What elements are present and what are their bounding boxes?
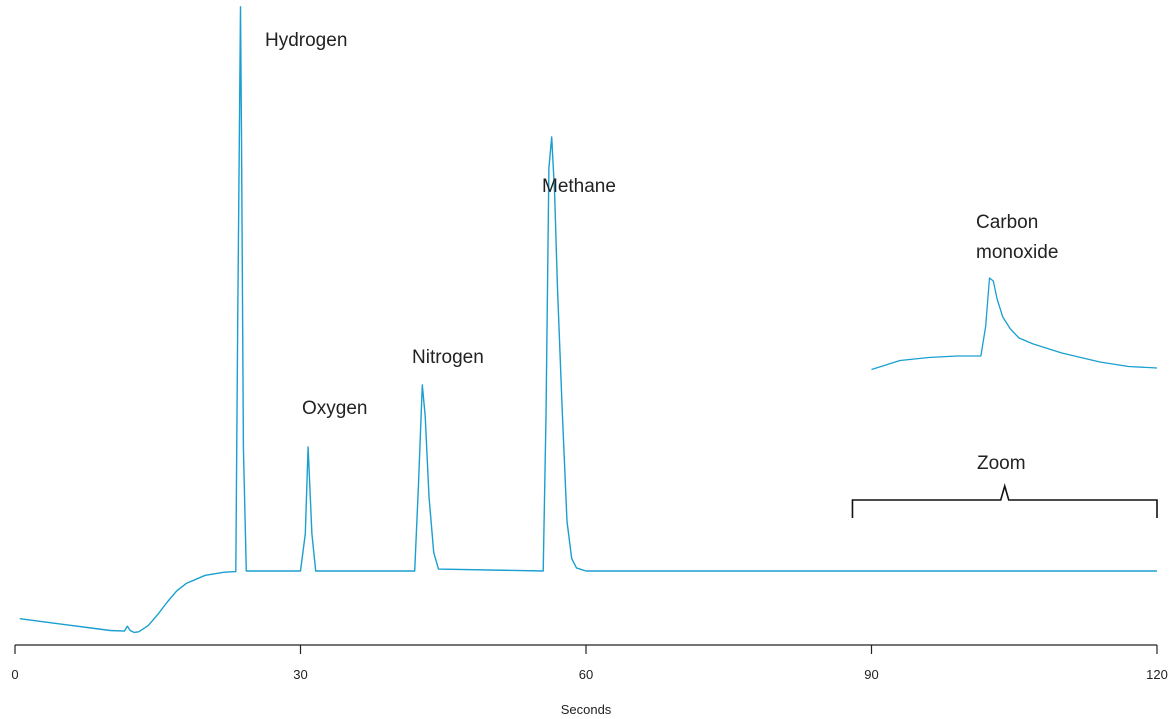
zoom-bracket — [851, 483, 1158, 518]
carbon-monoxide-label-line1: Carbon — [976, 212, 1038, 233]
x-axis-title: Seconds — [561, 702, 612, 717]
zoom-label: Zoom — [977, 453, 1026, 474]
carbon-monoxide-label-line2: monoxide — [976, 242, 1058, 263]
nitrogen-peak-label: Nitrogen — [412, 347, 484, 368]
main-trace-line — [19, 6, 1157, 634]
oxygen-peak-label: Oxygen — [302, 398, 367, 419]
zoom-inset-trace-line — [871, 277, 1158, 371]
x-tick-label: 30 — [293, 667, 307, 682]
methane-peak-label: Methane — [542, 176, 616, 197]
hydrogen-peak-label: Hydrogen — [265, 30, 347, 51]
x-tick-label: 120 — [1146, 667, 1168, 682]
x-tick-label: 90 — [864, 667, 878, 682]
x-tick-label: 60 — [579, 667, 593, 682]
x-tick-label: 0 — [11, 667, 18, 682]
x-axis-tick-labels: 0 30 60 90 120 — [11, 667, 1167, 682]
x-axis-ticks — [14, 645, 1158, 654]
